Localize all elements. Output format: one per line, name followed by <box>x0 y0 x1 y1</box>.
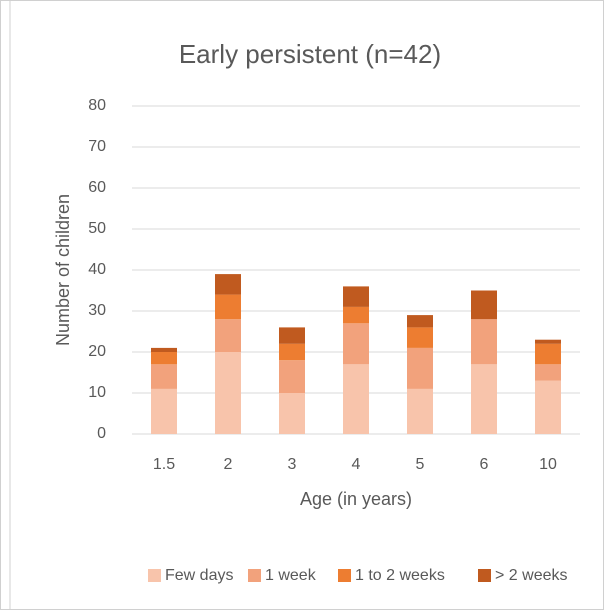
y-tick-label: 80 <box>88 97 106 114</box>
legend-swatch <box>478 569 491 582</box>
bar-segment <box>279 343 305 361</box>
bar-segment <box>215 319 241 352</box>
y-tick-label: 0 <box>97 425 106 442</box>
legend-swatch <box>148 569 161 582</box>
bar-segment <box>151 388 177 434</box>
bar-segment <box>151 347 177 352</box>
y-tick-label: 70 <box>88 138 106 155</box>
y-axis-label: Number of children <box>53 194 73 346</box>
x-tick-label: 10 <box>539 456 557 473</box>
legend-swatch <box>248 569 261 582</box>
legend-label: 1 week <box>265 567 317 584</box>
bar-segment <box>343 306 369 324</box>
legend-label: Few days <box>165 567 233 584</box>
legend-label: 1 to 2 weeks <box>355 567 445 584</box>
x-tick-label: 5 <box>416 456 425 473</box>
bar-segment <box>279 327 305 344</box>
x-tick-label: 2 <box>224 456 233 473</box>
legend-label: > 2 weeks <box>495 567 567 584</box>
x-tick-label: 6 <box>480 456 489 473</box>
y-tick-label: 10 <box>88 384 106 401</box>
bar-segment <box>215 274 241 295</box>
legend-swatch <box>338 569 351 582</box>
x-tick-label: 1.5 <box>153 456 175 473</box>
bar-segment <box>535 339 561 344</box>
bar-segment <box>407 388 433 434</box>
bar-segment <box>215 294 241 320</box>
y-tick-label: 40 <box>88 261 106 278</box>
bar-segment <box>279 360 305 393</box>
y-tick-label: 60 <box>88 179 106 196</box>
bar-segment <box>215 352 241 434</box>
x-tick-label: 4 <box>352 456 361 473</box>
bar-segment <box>535 380 561 434</box>
bar-segment <box>279 393 305 434</box>
bar-segment <box>343 323 369 365</box>
bar-segment <box>343 364 369 434</box>
x-tick-label: 3 <box>288 456 297 473</box>
bar-segment <box>407 347 433 389</box>
bar-segment <box>151 364 177 389</box>
bar-segment <box>535 364 561 381</box>
bar-segment <box>471 319 497 365</box>
bar-segment <box>471 364 497 434</box>
bar-segment <box>471 290 497 320</box>
bar-segment <box>343 286 369 307</box>
bar-segment <box>407 315 433 328</box>
bar-segment <box>535 343 561 365</box>
y-tick-label: 30 <box>88 302 106 319</box>
bar-segment <box>407 327 433 348</box>
chart-title: Early persistent (n=42) <box>179 39 441 69</box>
y-tick-label: 50 <box>88 220 106 237</box>
y-tick-label: 20 <box>88 343 106 360</box>
bar-segment <box>151 352 177 365</box>
x-axis-label: Age (in years) <box>300 489 412 509</box>
